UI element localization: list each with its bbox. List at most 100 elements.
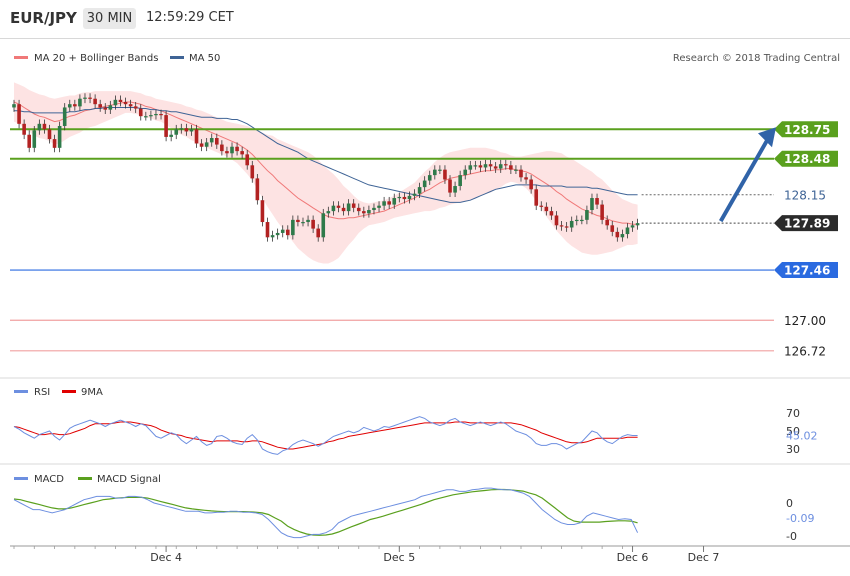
candle-body-26: [144, 116, 148, 118]
rsi-tick-2: 30: [786, 443, 800, 456]
candle-body-87: [453, 186, 457, 193]
candle-57: [301, 217, 305, 227]
candle-25: [138, 104, 143, 121]
candle-body-22: [123, 102, 128, 105]
candle-body-13: [78, 98, 82, 107]
candle-body-38: [204, 142, 209, 147]
candle-102: [529, 175, 533, 194]
candle-88: [458, 170, 462, 191]
candle-10: [62, 103, 67, 131]
candle-90: [468, 160, 473, 175]
candle-59: [311, 215, 315, 233]
candle-38: [204, 138, 209, 152]
candle-89: [463, 165, 468, 180]
candle-68: [356, 203, 361, 216]
candle-body-93: [483, 164, 488, 168]
candle-1: [17, 99, 21, 129]
candle-body-90: [468, 165, 473, 170]
macd-legend-label: MACD: [34, 474, 64, 485]
candle-39: [209, 133, 214, 147]
candle-body-103: [534, 189, 539, 206]
candle-body-61: [321, 213, 326, 238]
candle-body-82: [427, 175, 432, 181]
candle-114: [590, 193, 594, 215]
rsi-tick-1: 50: [786, 425, 800, 438]
candle-body-105: [544, 206, 549, 212]
candle-body-112: [580, 219, 584, 222]
candle-96: [498, 159, 503, 173]
candle-11: [67, 99, 72, 112]
candle-14: [83, 93, 87, 104]
candle-body-67: [351, 203, 356, 208]
candle-body-11: [67, 104, 72, 108]
candle-48: [255, 174, 260, 205]
candle-2: [22, 119, 26, 140]
candle-body-100: [519, 169, 523, 178]
candle-67: [351, 199, 356, 213]
level-tag-4: [774, 262, 838, 279]
candle-113: [585, 205, 589, 225]
candle-117: [605, 215, 609, 230]
candle-body-101: [524, 177, 528, 180]
candle-body-95: [493, 166, 498, 169]
candle-body-2: [22, 123, 26, 135]
candle-60: [316, 224, 320, 242]
timeframe-badge[interactable]: 30 MIN: [83, 8, 136, 29]
ma50-line: [14, 107, 638, 203]
candle-body-94: [488, 164, 493, 167]
candle-47: [250, 160, 255, 183]
candle-body-8: [52, 139, 57, 148]
candle-body-91: [473, 165, 478, 167]
rsi-ma-legend-label: 9MA: [81, 387, 103, 398]
candle-body-71: [372, 207, 376, 211]
candle-body-99: [514, 169, 518, 171]
level-tag-3: [774, 215, 838, 232]
rsi-line: [13, 416, 638, 455]
candle-body-3: [27, 134, 32, 148]
x-label-3: Dec 7: [688, 551, 720, 564]
candle-body-113: [585, 210, 589, 220]
candle-34: [184, 123, 189, 136]
candle-19: [108, 100, 113, 115]
level-label-4: 127.46: [784, 264, 830, 278]
candle-body-53: [280, 229, 285, 233]
candle-body-55: [291, 219, 295, 236]
candle-body-30: [164, 115, 168, 137]
candle-27: [149, 110, 153, 121]
candle-79: [412, 189, 417, 201]
macd-tick-0: 0: [786, 497, 793, 510]
candle-53: [280, 225, 285, 238]
candle-body-110: [569, 220, 574, 228]
candle-110: [569, 216, 574, 232]
macd-legend-swatch: [14, 477, 28, 480]
candle-9: [57, 121, 62, 153]
candle-body-62: [326, 211, 331, 214]
candle-37: [199, 139, 204, 152]
candle-69: [362, 206, 366, 218]
candle-52: [275, 228, 280, 240]
candle-body-25: [138, 108, 143, 117]
candle-body-27: [149, 115, 153, 117]
candle-body-64: [336, 205, 341, 208]
candle-body-18: [103, 107, 108, 110]
candle-body-70: [367, 210, 371, 214]
candle-45: [240, 146, 244, 159]
candle-99: [514, 165, 518, 175]
candle-58: [306, 215, 310, 227]
candle-body-21: [118, 99, 123, 102]
candle-107: [554, 211, 559, 230]
candle-body-57: [301, 222, 305, 224]
candle-95: [493, 162, 498, 173]
candle-18: [103, 103, 108, 115]
candle-66: [346, 199, 351, 216]
candle-body-14: [83, 97, 87, 99]
candle-body-43: [230, 146, 234, 154]
candle-body-121: [625, 227, 630, 235]
header-divider: [0, 38, 850, 39]
macd-panel: 0 -0 -0.09: [13, 487, 814, 543]
rsi-ma-legend-swatch: [62, 390, 76, 393]
candle-98: [509, 160, 513, 175]
forecast-arrow-head: [758, 127, 776, 148]
candle-21: [118, 95, 123, 107]
candle-32: [174, 124, 179, 140]
